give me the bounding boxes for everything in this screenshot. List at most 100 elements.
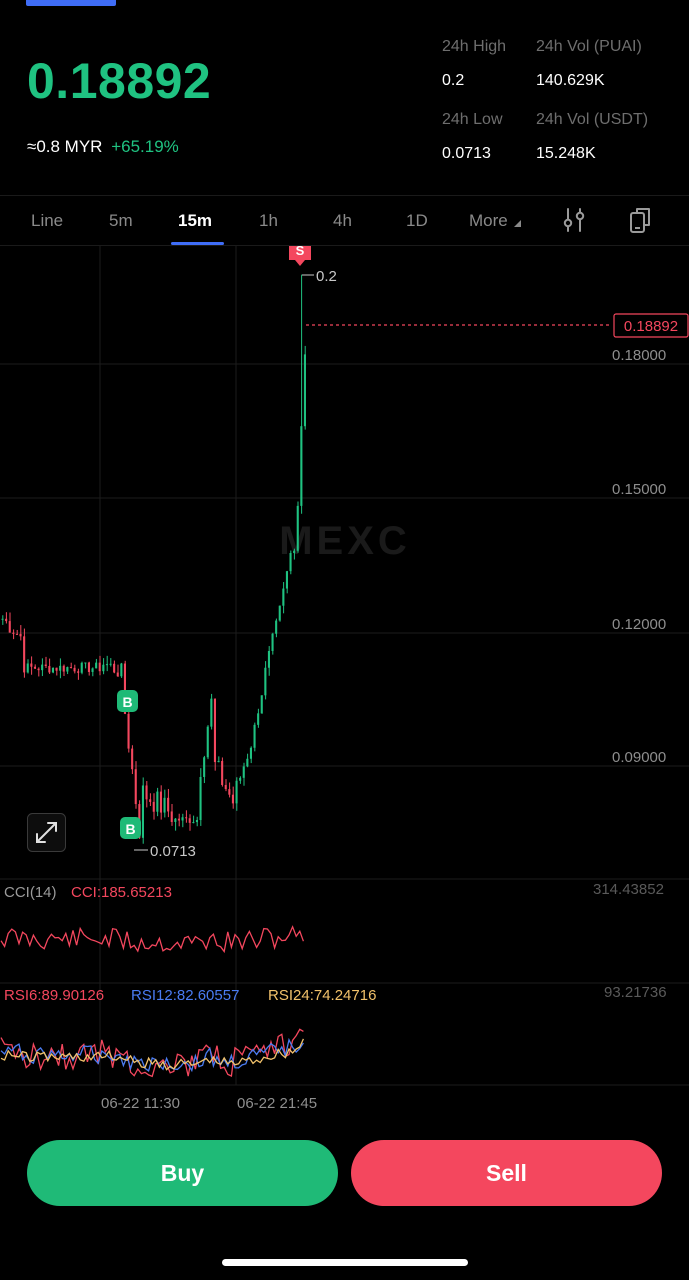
buy-marker-label: B [125,821,135,837]
time-axis-label: 06-22 11:30 [101,1095,180,1112]
sell-marker-label: S [296,246,305,258]
fiat-equivalent: ≈0.8 MYR [27,137,103,156]
candle-body [73,667,76,672]
stat-label: 24h Vol (PUAI) [536,38,642,55]
tab-line[interactable]: Line [31,211,64,230]
high-marker-label: 0.2 [316,268,337,285]
candle-body [131,748,134,770]
kline-chart[interactable]: MEXC 0.18000 0.15000 0.12000 0.09000 0.1… [0,246,689,1122]
candle-body [62,665,65,672]
candle-body [289,553,292,572]
candles [1,274,306,844]
top-tab-indicator [26,0,116,6]
tab-1d[interactable]: 1D [406,211,428,230]
candle-body [300,426,303,506]
stat-24h-high: 24h High 0.2 [442,38,506,90]
rsi6-line [0,1028,304,1078]
candle-body [30,663,33,667]
candle-body [228,789,231,795]
candle-body [15,633,18,635]
candle-body [156,791,159,812]
candle-body [109,663,112,665]
stat-label: 24h Vol (USDT) [536,111,649,128]
candle-body [44,664,47,666]
price-axis-label: 0.15000 [612,481,666,498]
candle-body [98,662,101,672]
candle-body [239,777,242,781]
low-marker-label: 0.0713 [150,843,196,860]
candle-body [84,662,87,664]
interval-tabs: Line 5m 15m 1h 4h 1D More [0,196,689,246]
candle-body [174,818,177,822]
candle-body [51,667,54,673]
candle-body [231,794,234,804]
candle-body [260,695,263,714]
stat-value: 140.629K [536,72,605,89]
candle-body [221,760,224,785]
candle-body [224,784,227,790]
price-axis-label: 0.09000 [612,749,666,766]
tab-15m[interactable]: 15m [178,211,213,230]
candle-body [249,747,252,759]
rsi6-value: RSI6:89.90126 [4,987,104,1004]
candle-body [123,663,126,714]
tab-1h[interactable]: 1h [259,211,278,230]
candle-body [213,698,216,763]
screen-rotate-icon[interactable] [626,206,654,234]
candle-body [278,605,281,621]
candle-body [33,666,36,669]
caret-down-icon [514,220,522,227]
sell-marker: S [289,246,311,266]
candle-body [217,760,220,763]
candle-body [152,801,155,812]
stat-value: 15.248K [536,145,596,162]
rsi24-value: RSI24:74.24716 [268,987,376,1004]
candle-body [26,663,29,673]
candle-body [19,633,22,637]
cci-value: CCI:185.65213 [71,884,172,901]
fiat-row: ≈0.8 MYR +65.19% [27,137,179,157]
candle-body [203,757,206,777]
candle-body [116,672,119,677]
candle-body [285,571,288,589]
stat-value: 0.0713 [442,145,491,162]
candle-body [181,817,184,821]
candle-body [127,713,130,749]
stat-value: 0.2 [442,72,465,89]
candle-body [41,664,44,671]
indicator-settings-icon[interactable] [560,206,588,234]
candle-body [264,667,267,696]
candle-body [145,785,148,800]
tab-4h[interactable]: 4h [333,211,352,230]
price-header: 0.18892 ≈0.8 MYR +65.19% 24h High 0.2 24… [0,0,689,196]
candle-body [188,818,191,823]
candle-body [282,588,285,606]
sell-button[interactable]: Sell [351,1140,662,1206]
expand-chart-button[interactable] [27,813,66,852]
rsi24-line [0,1038,304,1071]
buy-marker: B [117,690,138,712]
candle-body [8,621,11,633]
candle-body [95,662,98,669]
stat-24h-vol-base: 24h Vol (PUAI) 140.629K [536,38,642,90]
candle-body [242,766,245,778]
tab-more-label: More [469,211,508,230]
candle-body [192,822,195,824]
candle-body [80,662,83,673]
stat-label: 24h High [442,38,507,55]
candle-body [303,354,306,427]
tab-5m[interactable]: 5m [109,211,133,230]
candle-body [149,799,152,802]
candle-body [102,664,105,672]
candle-body [66,667,69,672]
buy-button[interactable]: Buy [27,1140,338,1206]
candle-body [253,724,256,748]
tab-more[interactable]: More [469,211,522,231]
rsi12-value: RSI12:82.60557 [131,987,239,1004]
candle-body [235,780,238,804]
candle-body [1,618,4,620]
candle-body [206,726,209,758]
candle-body [170,811,173,822]
candle-body [5,618,8,622]
cci-line [0,925,305,954]
